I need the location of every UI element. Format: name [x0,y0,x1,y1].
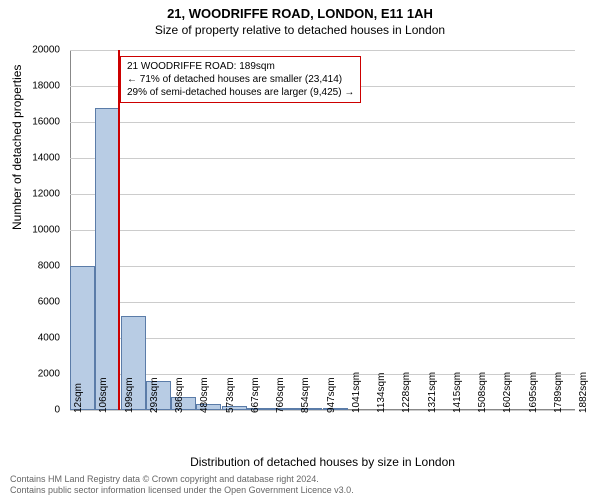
x-axis: 12sqm106sqm199sqm293sqm386sqm480sqm573sq… [70,410,575,460]
grid-line [70,122,575,123]
x-tick-label: 947sqm [326,377,337,413]
histogram-bar [95,108,120,410]
x-tick-label: 573sqm [225,377,236,413]
x-tick-label: 1602sqm [502,372,513,413]
x-tick-label: 854sqm [300,377,311,413]
footer-line: Contains public sector information licen… [10,485,354,496]
y-axis: 0200040006000800010000120001400016000180… [0,50,65,410]
x-tick-label: 1695sqm [528,372,539,413]
grid-line [70,230,575,231]
x-tick-label: 386sqm [174,377,185,413]
y-tick-label: 20000 [0,45,60,56]
annotation-line: 29% of semi-detached houses are larger (… [127,86,354,99]
y-tick-label: 0 [0,405,60,416]
x-tick-label: 1415sqm [452,372,463,413]
x-axis-label: Distribution of detached houses by size … [70,455,575,469]
chart-title: 21, WOODRIFFE ROAD, LONDON, E11 1AH [0,0,600,21]
y-tick-label: 14000 [0,153,60,164]
x-tick-label: 1882sqm [578,372,589,413]
y-tick-label: 4000 [0,333,60,344]
chart-container: 21, WOODRIFFE ROAD, LONDON, E11 1AH Size… [0,0,600,500]
y-tick-label: 8000 [0,261,60,272]
annotation-line: 21 WOODRIFFE ROAD: 189sqm [127,60,354,73]
x-tick-label: 667sqm [250,377,261,413]
x-tick-label: 480sqm [199,377,210,413]
grid-line [70,266,575,267]
y-tick-label: 18000 [0,81,60,92]
footer-attribution: Contains HM Land Registry data © Crown c… [10,474,354,496]
footer-line: Contains HM Land Registry data © Crown c… [10,474,354,485]
grid-line [70,194,575,195]
y-tick-label: 2000 [0,369,60,380]
x-tick-label: 1789sqm [553,372,564,413]
x-tick-label: 760sqm [275,377,286,413]
y-tick-label: 6000 [0,297,60,308]
grid-line [70,158,575,159]
x-tick-label: 1041sqm [351,372,362,413]
x-tick-label: 1134sqm [376,373,387,413]
y-tick-label: 10000 [0,225,60,236]
x-tick-label: 199sqm [124,377,135,413]
annotation-line: ← 71% of detached houses are smaller (23… [127,73,354,86]
chart-subtitle: Size of property relative to detached ho… [0,21,600,37]
grid-line [70,302,575,303]
y-tick-label: 16000 [0,117,60,128]
annotation-box: 21 WOODRIFFE ROAD: 189sqm ← 71% of detac… [120,56,361,103]
grid-line [70,50,575,51]
y-tick-label: 12000 [0,189,60,200]
x-tick-label: 12sqm [73,383,84,413]
marker-line [118,50,120,410]
x-tick-label: 1508sqm [477,372,488,413]
plot-area [70,50,575,410]
x-tick-label: 1321sqm [427,372,438,413]
x-tick-label: 1228sqm [401,372,412,413]
x-tick-label: 106sqm [98,377,109,413]
x-tick-label: 293sqm [149,377,160,413]
